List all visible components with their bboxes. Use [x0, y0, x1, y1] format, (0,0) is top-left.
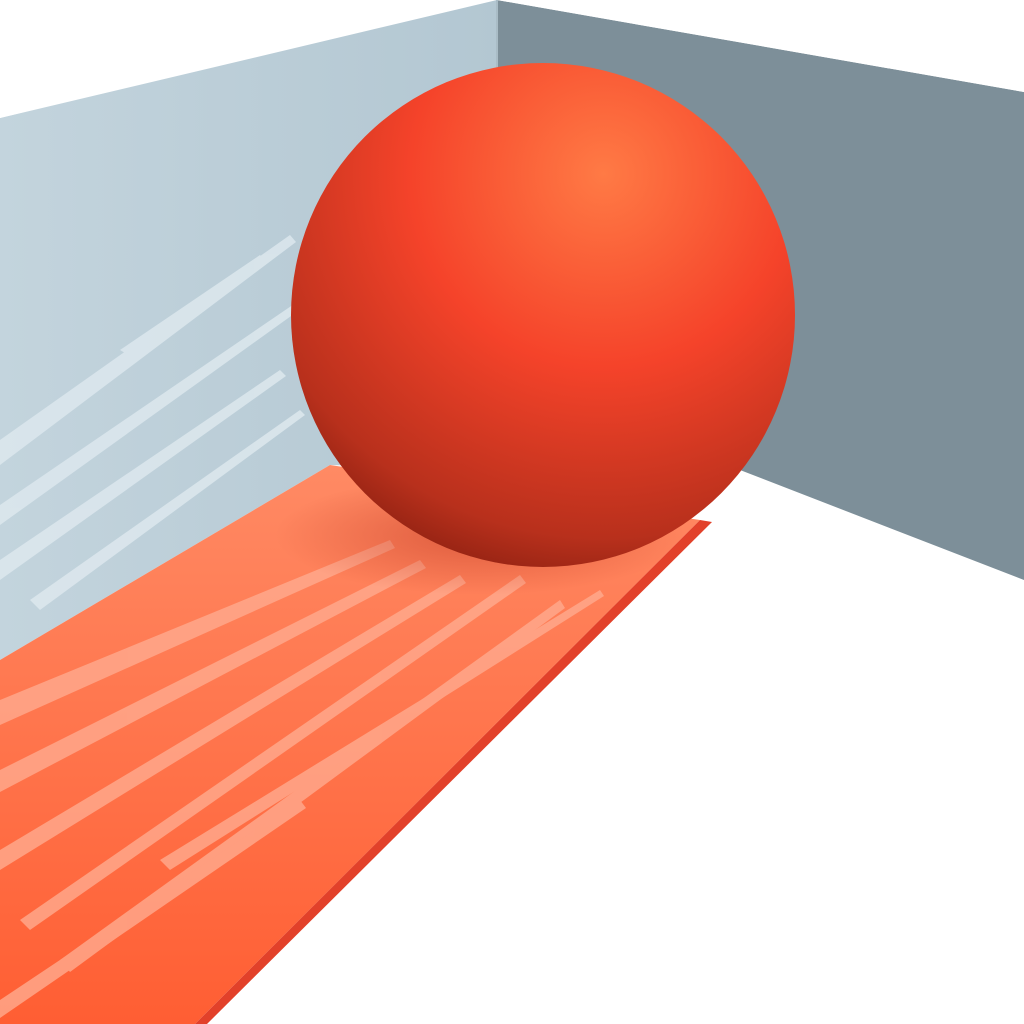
paint-trail-streaks [0, 540, 604, 1018]
left-wall-top-edge [0, 0, 470, 118]
red-sphere[interactable] [291, 63, 795, 567]
left-wall-streaks [0, 235, 305, 610]
paint-trail-edge [195, 520, 712, 1024]
back-wall-top-edge [497, 0, 1024, 92]
